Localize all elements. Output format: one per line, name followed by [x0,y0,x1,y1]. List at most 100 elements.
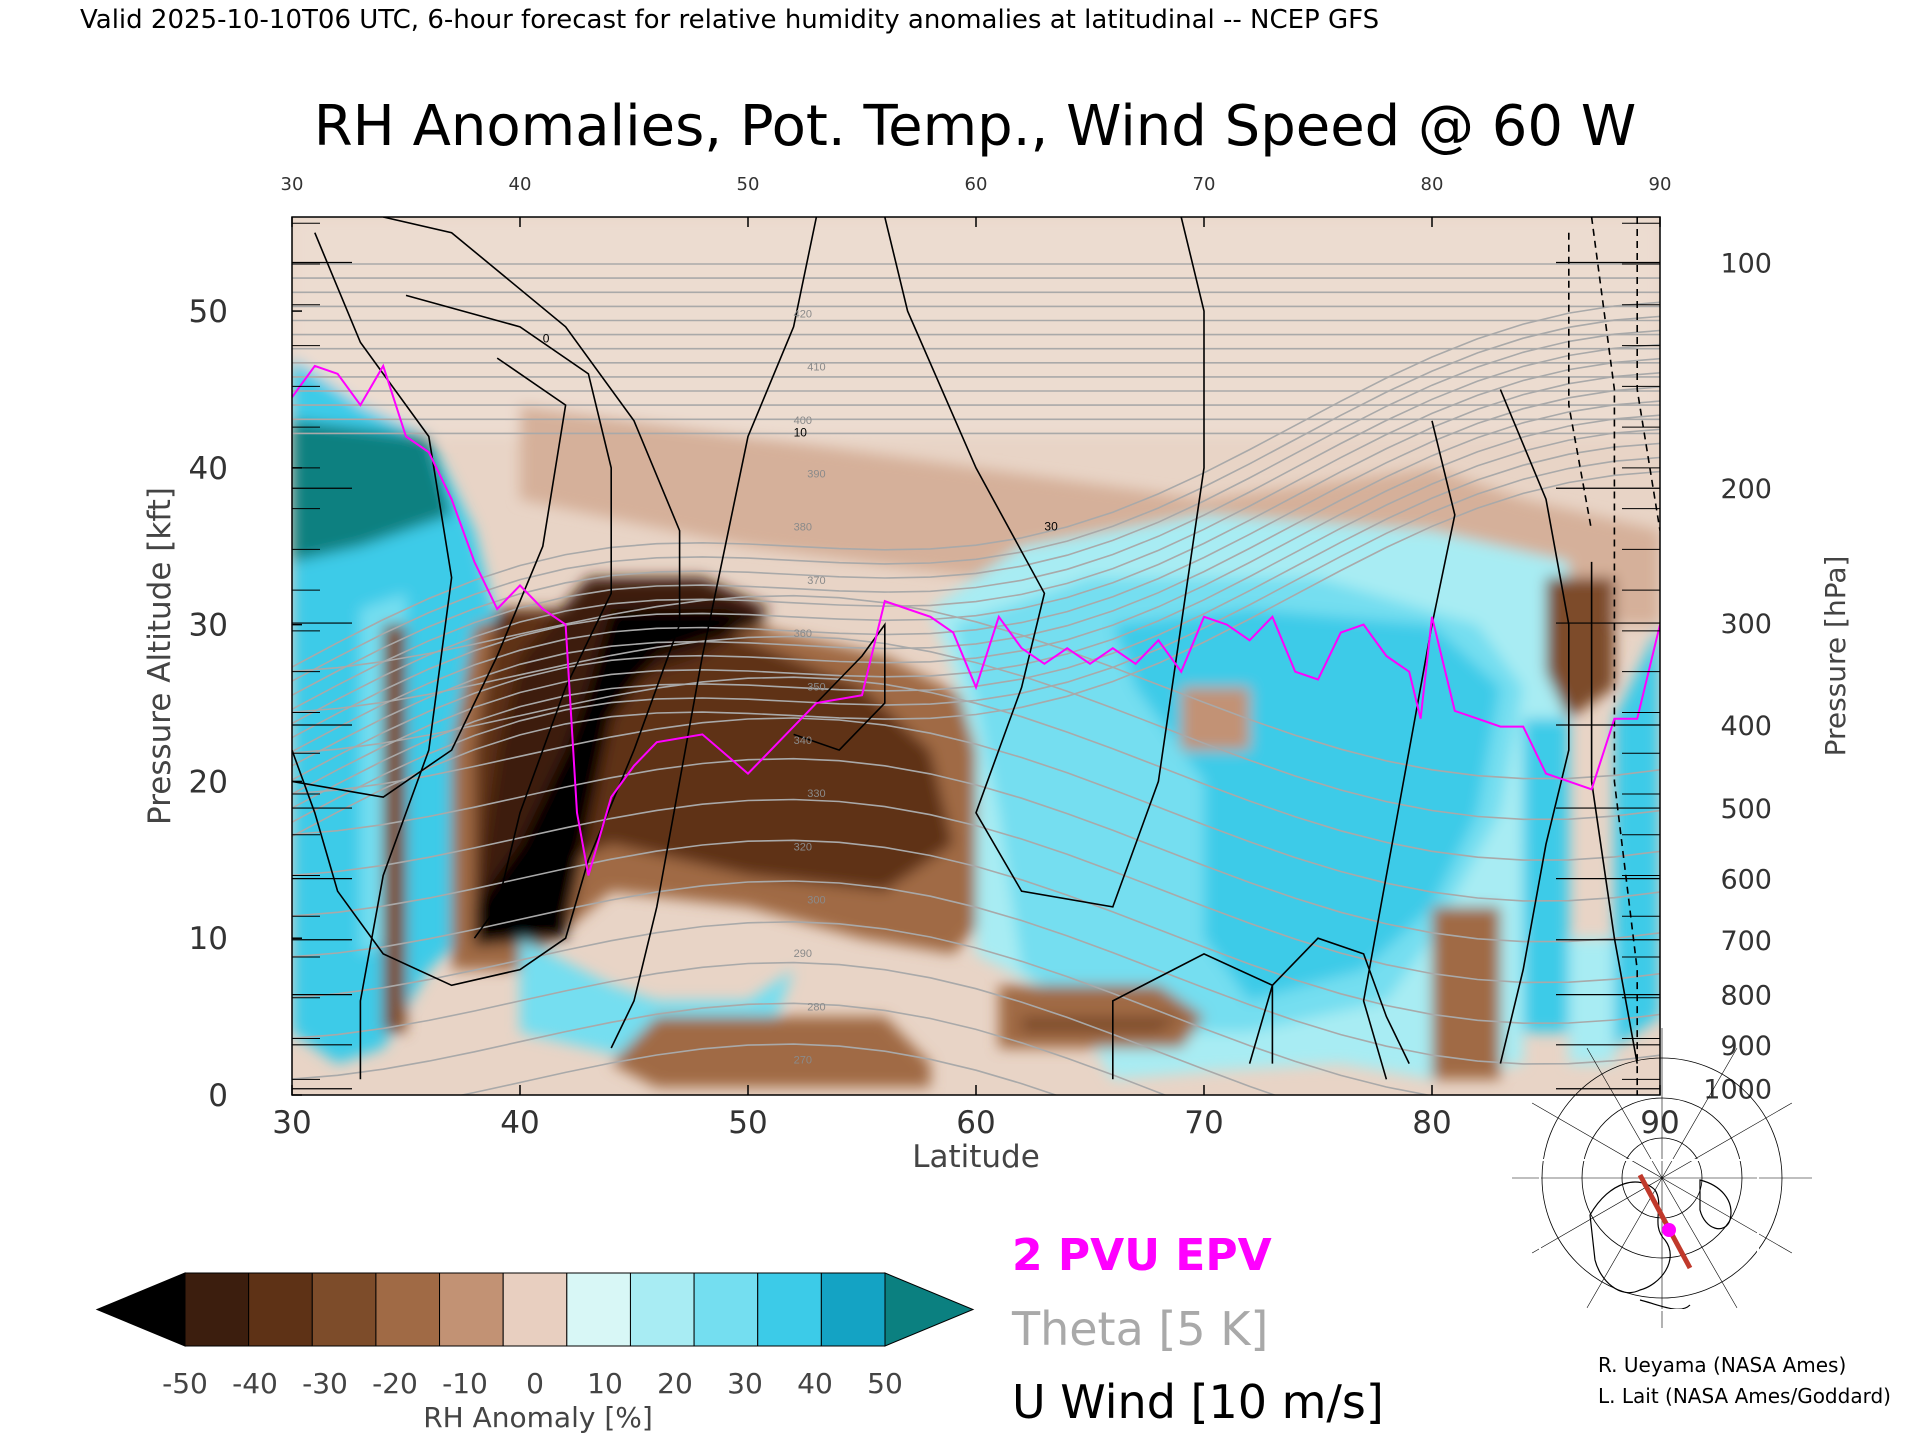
rh-region [383,624,406,1033]
legend-wind: U Wind [10 m/s] [1012,1375,1384,1429]
theta-contour-label: 410 [807,362,825,374]
theta-contours [292,263,1660,1095]
wind-contour-label: 30 [1044,520,1058,534]
rh-region [1614,624,1660,1048]
wind-contour [1499,389,1570,1064]
colorbar-cell [375,1272,441,1347]
theta-contour [292,400,1660,767]
map-meridian [1661,1177,1793,1254]
theta-contour-label: 390 [807,468,825,480]
map-meridian [1661,1102,1793,1179]
colorbar-label: RH Anomaly [%] [423,1401,653,1434]
chart-title: RH Anomalies, Pot. Temp., Wind Speed @ 6… [314,94,1636,159]
theta-contour [292,880,1660,1065]
theta-contour-label: 380 [794,522,812,534]
theta-contour [292,798,1660,984]
map-coastline-north-america [1589,1181,1671,1294]
x-tick-label: 50 [728,1105,767,1141]
theta-contour [292,717,1660,902]
pressure-tick-label: 300 [1720,609,1772,640]
pressure-tick-label: 1000 [1703,1075,1772,1106]
rh-region [1432,906,1501,1080]
rh-field: 2702802903003203303403503603703803904004… [292,217,1660,1095]
theta-contour [292,329,1660,696]
y-tick-label: 40 [189,451,228,487]
theta-contour-label: 370 [807,575,825,587]
plot-area: 2702802903003203303403503603703803904004… [292,217,1660,1095]
theta-contour [292,456,1660,823]
wind-contour [1112,953,1274,1080]
theta-contour [292,961,1277,1095]
rh-region [1523,718,1569,1033]
forecast-header: Valid 2025-10-10T06 UTC, 6-hour forecast… [80,5,1379,35]
pressure-tick-label: 200 [1720,474,1772,505]
rh-anomaly-shading [292,217,1660,1088]
rh-region [1181,687,1250,751]
rh-region [1021,1016,1182,1033]
wind-contour [292,217,681,987]
colorbar-tick-label: -10 [442,1367,488,1400]
pressure-tick-label: 400 [1720,711,1772,742]
epv-2pvu-line [292,363,1660,876]
map-section-marker [1662,1223,1676,1237]
wind-contour-label: 0 [543,331,550,345]
colorbar: -50 -40 -30 -20 -10 0 10 20 30 40 50 [95,1272,975,1400]
theta-contour [292,301,1660,668]
colorbar-cell [820,1272,886,1347]
theta-contour [292,594,1660,780]
map-background [1560,1168,1760,1314]
colorbar-tick-label: 0 [526,1367,544,1400]
map-inset [1512,1028,1812,1328]
wind-contour [610,217,818,1049]
theta-contour-label: 400 [794,415,812,427]
theta-contour-label: 420 [794,308,812,320]
theta-contour-label: 340 [794,735,812,747]
theta-contour-label: 290 [794,948,812,960]
map-meridian [1661,1177,1738,1309]
colorbar-cell [248,1272,313,1347]
theta-contour [458,1043,1059,1095]
wind-contour-label: 10 [794,426,808,440]
x-tick-label: 40 [500,1105,539,1141]
colorbar-tick-label: -50 [162,1367,208,1400]
map-coastline-caribbean [1639,1299,1691,1310]
theta-contour [292,343,1660,711]
y-axis-label-right: Pressure [hPa] [1819,556,1852,757]
colorbar-cell [757,1272,822,1347]
theta-contour-label: 270 [794,1055,812,1067]
theta-contour [292,428,1660,795]
map-meridian [1586,1177,1663,1309]
pressure-tick-label: 500 [1720,794,1772,825]
y-tick-label: 50 [189,294,228,330]
legend-theta: Theta [5 K] [1011,1302,1268,1356]
theta-contour [292,920,1432,1095]
pressure-tick-label: 100 [1720,248,1772,279]
wind-contour [1590,561,1638,1064]
colorbar-tick-label: 40 [797,1367,833,1400]
x-tick-label: 90 [1640,1105,1679,1141]
map-section-line [1637,1173,1693,1270]
x-tick-label: 80 [1412,1105,1451,1141]
colorbar-tick-label: -40 [232,1367,278,1400]
theta-contour-label: 330 [807,788,825,800]
theta-contour [292,470,1660,838]
map-coastline-greenland [1699,1179,1732,1230]
map-meridian [1586,1047,1663,1179]
theta-contour-label: 300 [807,895,825,907]
rh-region [292,217,1660,437]
pressure-tick-label: 900 [1720,1031,1772,1062]
y-tick-label: 0 [208,1078,228,1114]
theta-contour [292,357,1660,725]
colorbar-cell [311,1272,377,1347]
colorbar-tick-label: 10 [587,1367,623,1400]
theta-contour [292,1002,1168,1095]
y-tick-label: 20 [189,764,228,800]
colorbar-tick-label: 20 [657,1367,693,1400]
map-meridian [1661,1047,1738,1179]
wind-contour-negative [1590,217,1638,1095]
wind-contour [793,622,886,752]
credit-line-2: L. Lait (NASA Ames/Goddard) [1598,1384,1891,1408]
colorbar-cell [184,1272,250,1347]
x-tick-label: 60 [956,1105,995,1141]
